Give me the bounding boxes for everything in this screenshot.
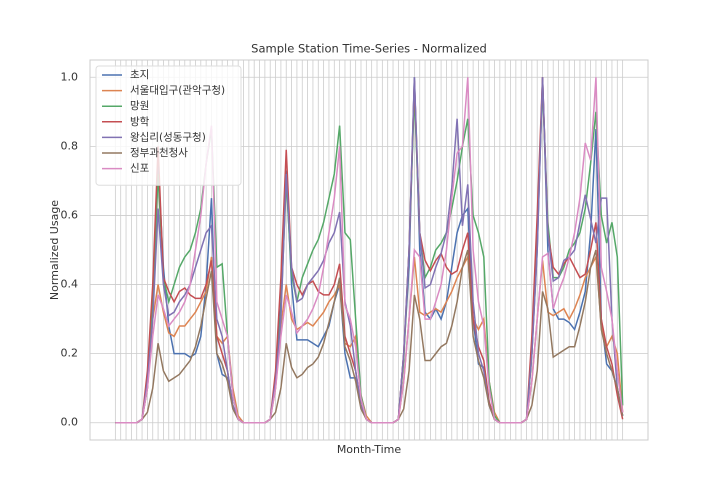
legend-box — [95, 65, 242, 186]
y-tick-label: 0.4 — [61, 278, 79, 291]
y-axis-label: Normalized Usage — [48, 200, 61, 300]
chart-title: Sample Station Time-Series - Normalized — [251, 42, 487, 56]
lines — [115, 77, 624, 424]
y-tick-label: 1.0 — [61, 70, 79, 83]
legend-label: 왕십리(성동구청) — [130, 131, 206, 143]
legend-label: 망원 — [130, 100, 149, 112]
y-tick-label: 0.0 — [61, 416, 79, 429]
series-line — [115, 77, 624, 424]
legend-label: 초지 — [130, 69, 149, 81]
y-tick-label: 0.2 — [61, 347, 79, 360]
y-tick-label: 0.8 — [61, 139, 79, 152]
x-axis-label: Month-Time — [337, 443, 402, 456]
legend-label: 신포 — [130, 163, 150, 175]
legend-label: 정부과천청사 — [130, 147, 188, 159]
plot-frame — [89, 59, 649, 441]
legend-label: 서울대입구(관악구청) — [130, 84, 225, 97]
y-tick-label: 0.6 — [61, 208, 79, 221]
legend-label: 방학 — [130, 116, 150, 128]
